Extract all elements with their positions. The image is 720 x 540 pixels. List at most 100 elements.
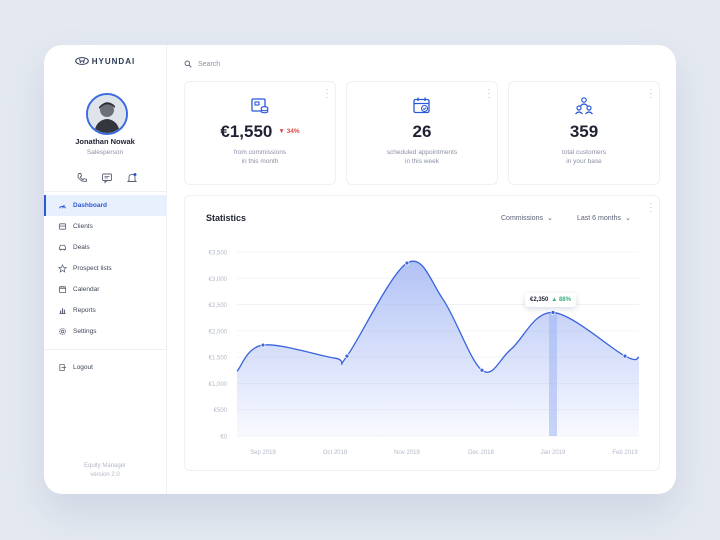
notification-icon[interactable] — [126, 171, 138, 183]
calendar-check-icon — [413, 97, 430, 114]
stat-caption: total customers in your base — [509, 148, 659, 166]
sidebar-item-label: Dashboard — [73, 202, 107, 209]
sidebar-item-label: Clients — [73, 223, 93, 230]
data-point — [260, 342, 266, 348]
footer-version: version 2.0 — [90, 472, 120, 478]
app-version-note: Equity Manager version 2.0 — [44, 462, 166, 480]
customers-icon — [575, 97, 593, 115]
stat-caption-line: in this month — [241, 158, 279, 165]
sidebar-nav: Dashboard Clients Deals Prospect lists C… — [44, 195, 166, 342]
stat-caption-line: from commissions — [233, 149, 287, 156]
logout-button[interactable]: Logout — [44, 357, 166, 378]
y-tick-label: €1,500 — [209, 356, 228, 362]
metric-dropdown[interactable]: Commissions ⌄ — [501, 214, 553, 222]
calendar-icon — [58, 285, 67, 294]
logout-section: Logout — [44, 357, 166, 378]
stat-caption: scheduled appointments in this week — [347, 148, 497, 166]
data-point — [344, 353, 350, 359]
sidebar-item-label: Calendar — [73, 286, 100, 293]
y-tick-label: €2,500 — [209, 303, 228, 309]
y-tick-label: €2,000 — [209, 329, 228, 335]
stat-value: €1,550 ▼ 34% — [185, 122, 335, 142]
brand-name: HYUNDAI — [91, 57, 136, 67]
customers-card[interactable]: · · · 359 total customers in your base — [508, 81, 660, 185]
commissions-card[interactable]: · · · €1,550 ▼ 34% from commissions in this… — [184, 81, 336, 185]
stat-caption-line: in your base — [566, 158, 602, 165]
clients-icon — [58, 223, 67, 230]
search-icon — [184, 60, 192, 68]
more-options-icon[interactable]: · · · — [487, 85, 491, 102]
star-icon — [58, 264, 67, 273]
avatar[interactable] — [86, 93, 128, 135]
logout-icon — [59, 363, 67, 372]
chart-title: Statistics — [206, 213, 247, 223]
customers-value: 359 — [569, 122, 599, 141]
sidebar-item-label: Settings — [73, 328, 97, 335]
chart-tooltip: €2,350 ▲ 88% — [525, 293, 576, 307]
sidebar-item-clients[interactable]: Clients — [44, 216, 166, 237]
tooltip-change: ▲ 88% — [551, 297, 571, 303]
series-area — [237, 261, 639, 436]
y-tick-label: €0 — [220, 435, 227, 441]
footer-app-name: Equity Manager — [83, 463, 127, 469]
data-point — [622, 353, 628, 359]
message-icon[interactable] — [101, 171, 113, 184]
x-tick-label: Nov 2018 — [394, 450, 420, 456]
chevron-down-icon: ⌄ — [547, 215, 553, 222]
user-role: Salesperson — [86, 149, 124, 156]
hyundai-logo-icon — [74, 57, 89, 67]
highlight-bar — [549, 312, 557, 436]
bar-chart-icon — [59, 308, 66, 315]
more-options-icon[interactable]: · · · — [649, 85, 653, 102]
commissions-value: €1,550 — [220, 122, 273, 141]
statistics-chart: €3,500 €3,000 €2,500 €2,000 €1,500 €1,000 €500… — [209, 251, 640, 456]
gear-icon — [59, 328, 66, 335]
appointments-value: 26 — [412, 122, 432, 141]
tooltip-value: €2,350 — [530, 297, 549, 303]
sidebar-divider — [44, 349, 166, 350]
sidebar-item-prospect-lists[interactable]: Prospect lists — [44, 258, 166, 279]
phone-icon[interactable] — [76, 171, 88, 183]
y-tick-label: €1,000 — [209, 382, 228, 388]
search-bar[interactable]: Search — [184, 58, 384, 70]
x-tick-label: Feb 2019 — [612, 450, 638, 456]
x-tick-label: Oct 2018 — [323, 450, 348, 456]
gauge-icon — [58, 204, 67, 209]
y-tick-label: €500 — [214, 408, 228, 414]
more-options-icon[interactable]: · · · — [325, 85, 329, 102]
stat-caption: from commissions in this month — [185, 148, 335, 166]
commissions-delta: ▼ 34% — [278, 128, 300, 135]
chevron-down-icon: ⌄ — [624, 215, 631, 222]
x-tick-label: Dec 2018 — [468, 450, 494, 456]
period-dropdown-value: Last 6 months — [577, 215, 621, 222]
sidebar-item-label: Deals — [73, 244, 90, 251]
metric-dropdown-value: Commissions — [501, 215, 544, 222]
x-tick-label: Sep 2018 — [250, 450, 276, 456]
y-tick-label: €3,000 — [209, 277, 228, 283]
sidebar-item-label: Prospect lists — [73, 265, 112, 272]
sidebar: HYUNDAI Jonathan Nowak Salesperson — [44, 45, 167, 494]
x-tick-label: Jan 2019 — [541, 450, 566, 456]
search-input[interactable]: Search — [198, 60, 221, 68]
sidebar-item-label: Reports — [73, 307, 96, 314]
y-tick-label: €3,500 — [209, 251, 228, 257]
sidebar-item-calendar[interactable]: Calendar — [44, 279, 166, 300]
user-name: Jonathan Nowak — [75, 137, 135, 146]
sidebar-item-reports[interactable]: Reports — [44, 300, 166, 321]
quick-actions — [74, 171, 140, 185]
app-window: HYUNDAI Jonathan Nowak Salesperson — [44, 45, 676, 494]
brand-logo[interactable]: HYUNDAI — [44, 57, 166, 67]
period-dropdown[interactable]: Last 6 months ⌄ — [577, 214, 631, 222]
car-icon — [58, 244, 67, 251]
stat-caption-line: total customers — [561, 149, 607, 156]
logout-label: Logout — [73, 364, 93, 371]
more-options-icon[interactable]: · · · — [649, 199, 653, 216]
data-point — [479, 367, 485, 373]
sidebar-item-dashboard[interactable]: Dashboard — [44, 195, 166, 216]
appointments-card[interactable]: · · · 26 scheduled appointments in this we… — [346, 81, 498, 185]
series-line — [236, 260, 640, 373]
sidebar-item-settings[interactable]: Settings — [44, 321, 166, 342]
commission-icon — [251, 98, 269, 114]
sidebar-item-deals[interactable]: Deals — [44, 237, 166, 258]
data-point — [550, 310, 556, 315]
